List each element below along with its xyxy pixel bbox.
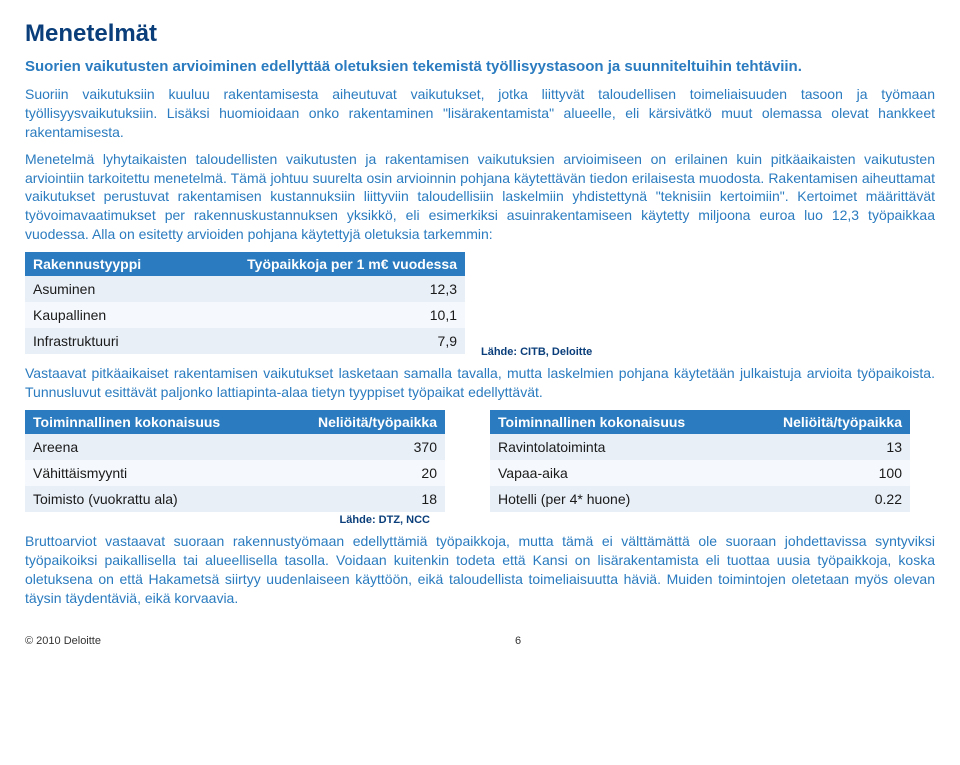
paragraph-3: Vastaavat pitkäaikaiset rakentamisen vai… [25, 364, 935, 402]
t1-h2: Työpaikkoja per 1 m€ vuodessa [181, 252, 465, 276]
table-row: Areena 370 [25, 434, 445, 460]
page-title: Menetelmät [25, 20, 935, 48]
t2-r1-val: 20 [277, 460, 445, 486]
t2-r2-val: 18 [277, 486, 445, 512]
t2-r0-label: Areena [25, 434, 277, 460]
table-rakennustyyppi: Rakennustyyppi Työpaikkoja per 1 m€ vuod… [25, 252, 465, 354]
t2-h2: Neliöitä/työpaikka [277, 410, 445, 434]
table-row: Infrastruktuuri 7,9 [25, 328, 465, 354]
table-toiminnallinen-right: Toiminnallinen kokonaisuus Neliöitä/työp… [490, 410, 910, 512]
t2-r2-label: Toimisto (vuokrattu ala) [25, 486, 277, 512]
t3-r1-label: Vapaa-aika [490, 460, 742, 486]
t3-r0-label: Ravintolatoiminta [490, 434, 742, 460]
table-row: Toimisto (vuokrattu ala) 18 [25, 486, 445, 512]
t3-r2-label: Hotelli (per 4* huone) [490, 486, 742, 512]
t1-r0-label: Asuminen [25, 276, 181, 302]
t3-r0-val: 13 [742, 434, 910, 460]
t1-r2-val: 7,9 [181, 328, 465, 354]
t1-r2-label: Infrastruktuuri [25, 328, 181, 354]
t1-r1-val: 10,1 [181, 302, 465, 328]
t1-r0-val: 12,3 [181, 276, 465, 302]
t3-h1: Toiminnallinen kokonaisuus [490, 410, 742, 434]
t1-h1: Rakennustyyppi [25, 252, 181, 276]
footer: © 2010 Deloitte 6 [25, 635, 935, 647]
table-row: Hotelli (per 4* huone) 0.22 [490, 486, 910, 512]
paragraph-4: Bruttoarviot vastaavat suoraan rakennust… [25, 532, 935, 608]
footer-page: 6 [515, 635, 521, 647]
t3-r1-val: 100 [742, 460, 910, 486]
table-row: Asuminen 12,3 [25, 276, 465, 302]
table-row: Vapaa-aika 100 [490, 460, 910, 486]
table-row: Vähittäismyynti 20 [25, 460, 445, 486]
t3-r2-val: 0.22 [742, 486, 910, 512]
page-subtitle: Suorien vaikutusten arvioiminen edellytt… [25, 58, 935, 75]
table-toiminnallinen-left: Toiminnallinen kokonaisuus Neliöitä/työp… [25, 410, 445, 512]
paragraph-2: Menetelmä lyhytaikaisten taloudellisten … [25, 150, 935, 244]
footer-copyright: © 2010 Deloitte [25, 635, 101, 647]
t1-r1-label: Kaupallinen [25, 302, 181, 328]
t2-r0-val: 370 [277, 434, 445, 460]
paragraph-1: Suoriin vaikutuksiin kuuluu rakentamises… [25, 85, 935, 142]
table-row: Ravintolatoiminta 13 [490, 434, 910, 460]
table-row: Kaupallinen 10,1 [25, 302, 465, 328]
t1-source: Lähde: CITB, Deloitte [481, 346, 592, 358]
t2-r1-label: Vähittäismyynti [25, 460, 277, 486]
t2-source: Lähde: DTZ, NCC [25, 514, 470, 526]
t2-h1: Toiminnallinen kokonaisuus [25, 410, 277, 434]
t3-h2: Neliöitä/työpaikka [742, 410, 910, 434]
